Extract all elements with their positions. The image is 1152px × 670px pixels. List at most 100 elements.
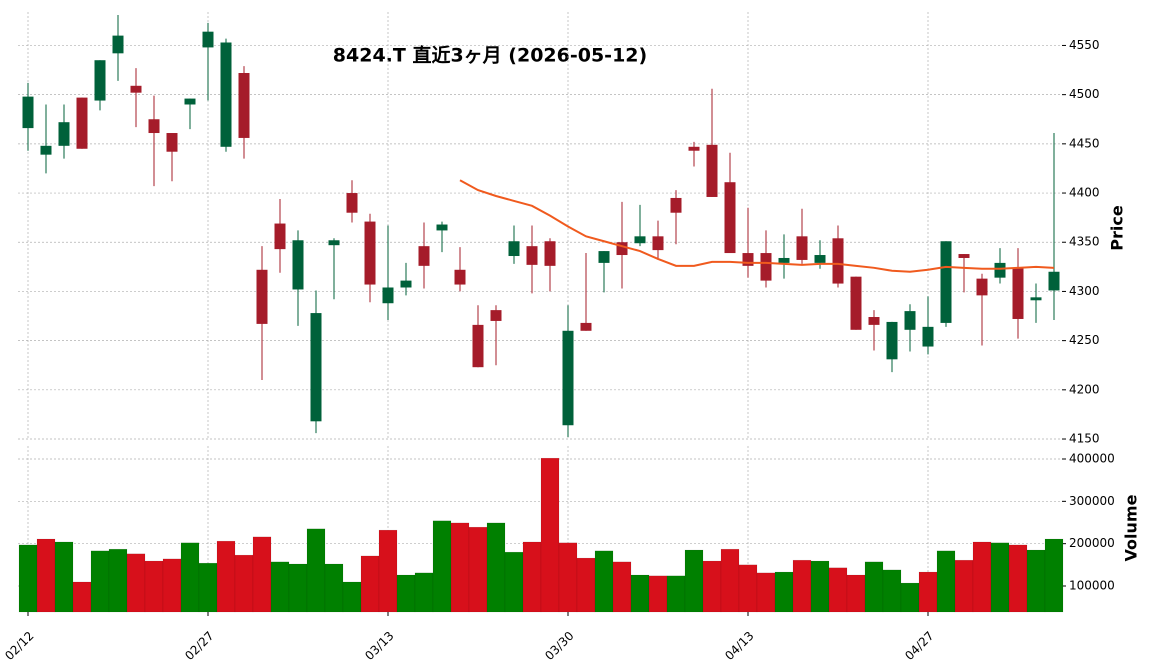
candle-body — [508, 241, 520, 257]
x-tick-label: 02/27 — [182, 629, 216, 663]
y-tick-label: 4300 — [1069, 284, 1100, 298]
volume-bar — [756, 572, 776, 613]
y-axis-label: Price — [1108, 205, 1127, 251]
candle-body — [688, 146, 700, 151]
x-tick-label: 03/30 — [542, 629, 576, 663]
candle-body — [328, 240, 340, 246]
volume-bar — [558, 542, 578, 613]
candle-body — [670, 197, 682, 213]
volume-bar — [54, 541, 74, 613]
volume-bar — [90, 550, 110, 613]
y-axis-label: Volume — [1122, 494, 1141, 561]
volume-bar — [288, 563, 308, 613]
y-tick-label: 4250 — [1069, 333, 1100, 347]
volume-bar — [1026, 549, 1046, 613]
candle-body — [256, 269, 268, 324]
volume-bar — [504, 551, 524, 613]
volume-bar — [522, 541, 542, 613]
volume-bar — [108, 548, 128, 613]
volume-bar — [576, 557, 596, 613]
x-tick-label: 04/27 — [902, 629, 936, 663]
candle-body — [184, 98, 196, 105]
volume-bar — [630, 574, 650, 613]
volume-bar — [684, 549, 704, 613]
volume-bar — [306, 528, 326, 613]
volume-bar — [162, 558, 182, 613]
candle-body — [904, 311, 916, 330]
volume-bar — [360, 555, 380, 613]
volume-bar — [828, 567, 848, 613]
volume-bar — [666, 575, 686, 613]
volume-bar — [468, 526, 488, 613]
candle-body — [436, 224, 448, 231]
candle-body — [22, 96, 34, 129]
volume-bar — [414, 572, 434, 613]
candle-body — [238, 73, 250, 138]
candle-body — [58, 122, 70, 146]
candle-body — [40, 145, 52, 155]
volume-bar — [270, 561, 290, 613]
candle-body — [472, 324, 484, 368]
candle-body — [76, 97, 88, 149]
volume-bar — [972, 541, 992, 613]
candle-body — [724, 182, 736, 254]
candle-body — [1030, 297, 1042, 301]
y-tick-label: 4450 — [1069, 136, 1100, 150]
candle-body — [292, 240, 304, 290]
volume-bar — [882, 569, 902, 613]
candle-body — [796, 236, 808, 260]
candle-body — [454, 269, 466, 285]
candle-body — [832, 238, 844, 284]
candle-body — [616, 242, 628, 256]
y-tick-label: 100000 — [1069, 579, 1115, 593]
candle-body — [742, 253, 754, 266]
candle-body — [544, 241, 556, 266]
y-tick-label: 400000 — [1069, 451, 1115, 465]
y-tick-label: 300000 — [1069, 494, 1115, 508]
x-tick-label: 04/13 — [722, 629, 756, 663]
volume-bar — [198, 562, 218, 613]
volume-bar — [594, 550, 614, 613]
volume-bar — [864, 561, 884, 613]
volume-bar — [918, 571, 938, 613]
volume-bar — [342, 581, 362, 613]
candle-body — [490, 310, 502, 321]
candle-body — [166, 133, 178, 152]
volume-bar — [774, 571, 794, 613]
y-tick-label: 4350 — [1069, 235, 1100, 249]
candle-body — [418, 246, 430, 266]
candle-body — [994, 262, 1006, 278]
volume-bar — [234, 554, 254, 613]
y-tick-label: 4200 — [1069, 382, 1100, 396]
candle-body — [130, 85, 142, 93]
x-tick-label: 03/13 — [362, 629, 396, 663]
volume-bar — [450, 522, 470, 613]
candle-body — [940, 241, 952, 323]
volume-bar — [954, 559, 974, 613]
candle-body — [112, 35, 124, 54]
candle-body — [976, 278, 988, 296]
volume-bar — [432, 520, 452, 613]
candle-body — [580, 322, 592, 331]
candle-body — [382, 287, 394, 304]
moving-average-line — [459, 179, 1055, 273]
candle-body — [634, 236, 646, 244]
candle-body — [706, 144, 718, 197]
volume-bar — [612, 561, 632, 613]
volume-bar — [936, 550, 956, 613]
candle-body — [814, 255, 826, 263]
candle-body — [1048, 271, 1060, 291]
y-tick-label: 200000 — [1069, 536, 1115, 550]
volume-bar — [738, 564, 758, 613]
volume-bar — [648, 575, 668, 613]
volume-bar — [324, 563, 344, 613]
volume-bar — [486, 522, 506, 613]
volume-bar — [378, 529, 398, 613]
volume-bar — [702, 560, 722, 613]
y-tick-label: 4500 — [1069, 87, 1100, 101]
candle-body — [310, 313, 322, 422]
candle-body — [148, 119, 160, 134]
volume-bar — [18, 544, 38, 613]
volume-bar — [900, 582, 920, 613]
